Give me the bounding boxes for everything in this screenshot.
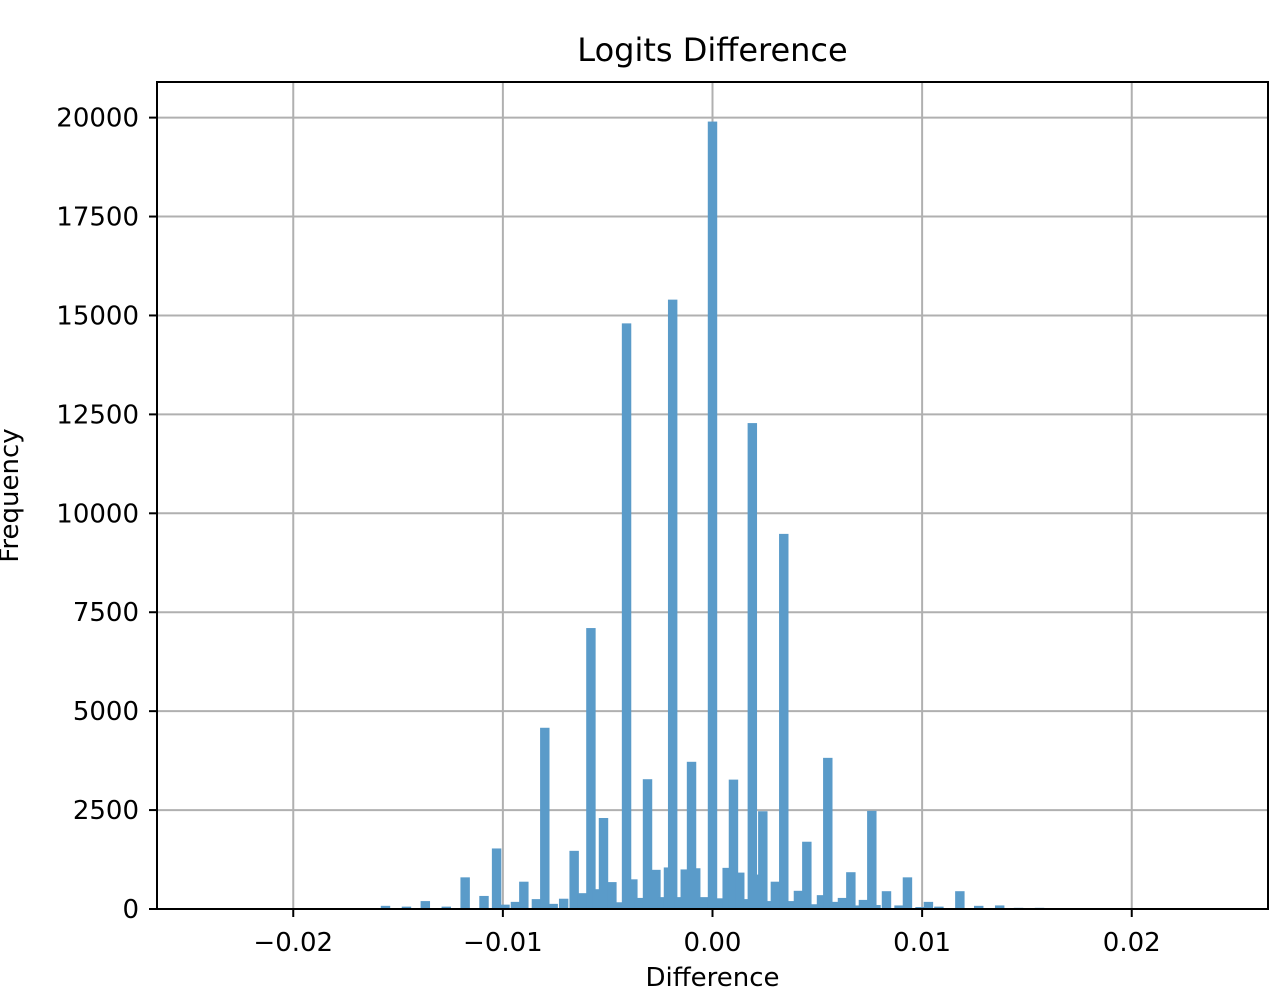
histogram-bar xyxy=(674,897,684,909)
histogram-bar xyxy=(816,895,827,909)
histogram-bar xyxy=(540,727,550,909)
histogram-bar xyxy=(686,761,697,909)
y-axis-label: Frequency xyxy=(0,428,25,562)
histogram-bar xyxy=(846,872,856,909)
histogram-bar xyxy=(657,897,667,909)
histogram-bar xyxy=(699,897,709,909)
histogram-bar xyxy=(714,898,724,909)
histogram-bar xyxy=(802,841,812,909)
histogram-bar xyxy=(558,898,569,909)
histogram-bar xyxy=(808,904,818,909)
histogram-bar xyxy=(634,897,644,909)
histogram-bar xyxy=(735,872,745,909)
histogram-bar xyxy=(751,874,762,909)
histogram-bar xyxy=(548,903,558,909)
y-tick-label: 5000 xyxy=(73,697,139,727)
histogram-bar xyxy=(994,905,1005,909)
y-tick-label: 10000 xyxy=(56,499,139,529)
histogram-bar xyxy=(837,897,848,909)
histogram-bar xyxy=(829,901,839,909)
histogram-bar xyxy=(607,882,617,909)
histogram-bar xyxy=(401,906,412,909)
histogram-bar xyxy=(934,906,944,909)
histogram-bar xyxy=(902,877,913,909)
y-tick-label: 20000 xyxy=(56,104,139,134)
y-tick-label: 0 xyxy=(122,895,139,925)
histogram-bar xyxy=(747,423,758,909)
histogram-bar xyxy=(867,810,877,909)
histogram-bar xyxy=(881,891,892,909)
histogram-bar xyxy=(380,905,391,909)
histogram-bar xyxy=(642,779,653,909)
histogram-bar xyxy=(460,877,470,909)
histogram-bar xyxy=(852,905,862,909)
histogram-bar xyxy=(592,889,602,909)
histogram-bar xyxy=(779,533,789,909)
x-tick-label: −0.02 xyxy=(253,928,333,958)
histogram-bar xyxy=(531,899,542,909)
histogram-bar xyxy=(728,779,739,909)
histogram-bar xyxy=(651,869,661,909)
histogram-bar xyxy=(598,817,609,909)
histogram-bar xyxy=(894,905,904,909)
histogram-bar xyxy=(955,891,965,909)
histogram-bar xyxy=(621,323,632,910)
histogram-bar xyxy=(441,906,451,909)
histogram-bar xyxy=(770,881,781,909)
histogram-bar xyxy=(793,890,804,909)
y-tick-label: 17500 xyxy=(56,203,139,233)
histogram-bar xyxy=(871,905,881,909)
histogram-bar xyxy=(491,848,502,909)
histogram-bar xyxy=(974,905,984,909)
histogram-bar xyxy=(519,881,529,909)
histogram-bar xyxy=(823,757,833,909)
y-tick-label: 7500 xyxy=(73,598,139,628)
histogram-bar xyxy=(691,868,701,909)
y-tick-label: 12500 xyxy=(56,400,139,430)
x-tick-label: 0.01 xyxy=(893,928,951,958)
histogram-bar xyxy=(923,901,934,909)
x-tick-label: 0.00 xyxy=(684,928,742,958)
histogram-bar xyxy=(787,901,797,909)
x-axis-label: Difference xyxy=(645,963,779,989)
y-tick-label: 2500 xyxy=(73,796,139,826)
histogram-bar xyxy=(628,879,638,909)
histogram-bar xyxy=(586,628,596,909)
histogram-bar xyxy=(500,904,510,909)
histogram-bar xyxy=(577,893,588,909)
y-tick-label: 15000 xyxy=(56,301,139,331)
chart-title: Logits Difference xyxy=(577,31,847,69)
histogram-bar xyxy=(615,902,625,909)
histogram-bar xyxy=(758,811,768,909)
x-tick-label: 0.02 xyxy=(1103,928,1161,958)
histogram-bar xyxy=(707,121,718,909)
histogram-bar xyxy=(858,899,869,909)
histogram-bar xyxy=(680,869,690,909)
histogram-bar xyxy=(667,299,678,909)
histogram-bar xyxy=(569,850,579,909)
histogram-bar xyxy=(722,867,732,909)
histogram-bar xyxy=(479,895,489,909)
axis-ticks: −0.02 −0.01 0.00 0.01 0.02 0 2500 5000 7500 10000… xyxy=(56,104,1160,958)
x-tick-label: −0.01 xyxy=(463,928,543,958)
histogram-bar xyxy=(420,901,431,909)
histogram-bars xyxy=(380,121,1045,910)
histogram-bar xyxy=(510,901,521,909)
